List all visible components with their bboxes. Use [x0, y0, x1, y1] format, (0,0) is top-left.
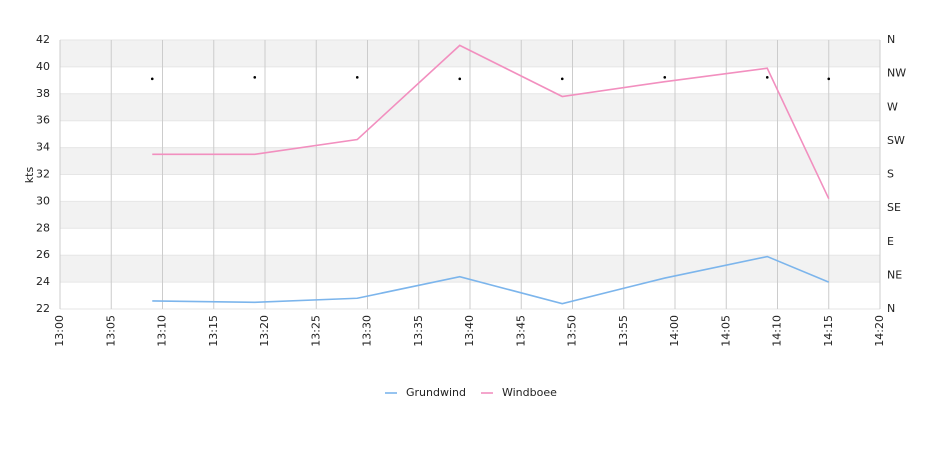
direction-marker: [150, 77, 154, 81]
y2-tick-label: NE: [887, 268, 902, 281]
y-tick-label: 32: [36, 168, 50, 181]
y2-tick-label: N: [887, 33, 895, 46]
series-line: [152, 44, 830, 200]
y2-tick-label: SE: [887, 201, 901, 214]
direction-marker: [560, 77, 564, 81]
series-line: [152, 255, 830, 305]
y2-tick-label: W: [887, 100, 898, 113]
x-tick-label: 14:15: [822, 315, 835, 347]
y2-tick-label: SW: [887, 134, 905, 147]
x-tick-label: 13:55: [617, 315, 630, 347]
y-tick-label: 28: [36, 221, 50, 234]
direction-marker: [355, 76, 359, 79]
x-tick-label: 14:05: [719, 315, 732, 347]
y2-tick-label: N: [887, 302, 895, 315]
y-tick-label: 38: [36, 87, 50, 100]
y2-tick-label: NW: [887, 67, 906, 80]
legend-label: Windboee: [502, 386, 557, 399]
x-tick-label: 13:50: [566, 315, 579, 347]
y-tick-label: 30: [36, 194, 50, 207]
x-tick-label: 14:10: [771, 315, 784, 347]
x-tick-label: 13:25: [309, 315, 322, 347]
x-tick-label: 13:05: [104, 315, 117, 347]
y-tick-label: 34: [36, 141, 50, 154]
direction-marker: [253, 76, 257, 79]
y-axis-label: kts: [23, 167, 36, 184]
x-tick-label: 14:20: [873, 315, 886, 347]
x-tick-label: 13:35: [412, 315, 425, 347]
y2-tick-label: E: [887, 235, 894, 248]
direction-marker: [765, 76, 769, 79]
direction-marker: [663, 76, 667, 79]
x-tick-label: 13:00: [53, 315, 66, 347]
y-tick-label: 24: [36, 275, 50, 288]
x-tick-label: 13:20: [258, 315, 271, 347]
direction-marker: [458, 77, 462, 81]
x-tick-label: 13:40: [463, 315, 476, 347]
direction-marker: [827, 77, 831, 81]
y-tick-label: 26: [36, 248, 50, 261]
legend-label: Grundwind: [406, 386, 466, 399]
y2-tick-label: S: [887, 168, 894, 181]
x-tick-label: 13:30: [361, 315, 374, 347]
x-tick-label: 13:45: [514, 315, 527, 347]
y-tick-label: 22: [36, 302, 50, 315]
y-tick-label: 42: [36, 33, 50, 46]
x-tick-label: 13:15: [207, 315, 220, 347]
x-tick-label: 14:00: [668, 315, 681, 347]
y-tick-label: 40: [36, 60, 50, 73]
x-tick-label: 13:10: [156, 315, 169, 347]
y-tick-label: 36: [36, 114, 50, 127]
